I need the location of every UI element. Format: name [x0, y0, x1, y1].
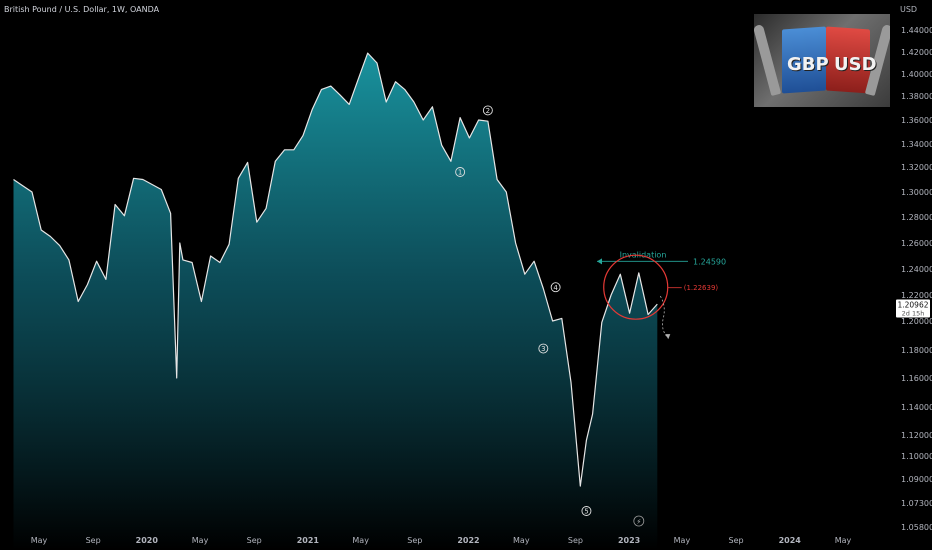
currency-label: USD: [900, 5, 918, 14]
x-tick-label: 2024: [779, 536, 802, 545]
y-tick-label: 1.36000: [901, 116, 932, 125]
wave-label-circle: [550, 282, 561, 293]
x-tick-label: 2022: [457, 536, 479, 545]
event-marker-icon: ⚡: [636, 518, 641, 526]
invalidation-value: 1.24590: [693, 257, 726, 266]
price-tag-box: [896, 299, 930, 318]
y-tick-label: 1.30000: [901, 188, 932, 197]
x-tick-label: May: [192, 536, 209, 545]
y-tick-label: 1.14000: [901, 403, 932, 412]
invalidation-label: Invalidation: [620, 250, 667, 259]
price-tag-value: 1.20962: [897, 300, 928, 309]
x-tick-label: Sep: [86, 536, 101, 545]
x-tick-label: Sep: [407, 536, 422, 545]
y-tick-label: 1.38000: [901, 92, 932, 101]
wave-label-circle: [538, 343, 549, 354]
y-tick-label: 1.18000: [901, 346, 932, 355]
circle-level-label: (1.22639): [684, 284, 719, 292]
y-tick-label: 1.22000: [901, 291, 932, 300]
x-tick-label: 2023: [618, 536, 640, 545]
x-tick-label: Sep: [247, 536, 262, 545]
price-tag-countdown: 2d 15h: [902, 309, 925, 317]
x-tick-label: Sep: [729, 536, 744, 545]
logo-usd-text: USD: [834, 54, 877, 75]
resistance-circle: [603, 254, 669, 320]
y-tick-label: 1.28000: [901, 213, 932, 222]
y-tick-label: 1.40000: [901, 70, 932, 79]
y-tick-label: 1.34000: [901, 140, 932, 149]
x-tick-label: May: [352, 536, 369, 545]
y-tick-label: 1.44000: [901, 26, 932, 35]
gbp-usd-logo-image: GBP USD: [754, 14, 890, 107]
wave-label: 2: [486, 107, 490, 115]
y-tick-label: 1.09000: [901, 475, 932, 484]
x-tick-label: May: [835, 536, 852, 545]
x-tick-label: 2021: [297, 536, 320, 545]
figure-left: [754, 23, 782, 97]
x-tick-label: May: [31, 536, 48, 545]
y-tick-label: 1.07300: [901, 499, 932, 508]
y-tick-label: 1.20000: [901, 317, 932, 326]
price-line: [13, 52, 658, 487]
x-tick-label: May: [513, 536, 530, 545]
y-tick-label: 1.42000: [901, 48, 932, 57]
projection-arrowhead: [665, 334, 671, 340]
x-tick-label: Sep: [568, 536, 583, 545]
wave-label: 3: [541, 345, 545, 353]
y-tick-label: 1.05800: [901, 523, 932, 532]
event-marker-circle: [633, 515, 645, 527]
invalidation-arrowhead: [597, 258, 602, 265]
y-tick-label: 1.24000: [901, 265, 932, 274]
y-tick-label: 1.26000: [901, 239, 932, 248]
price-area-fill: [13, 53, 658, 550]
y-tick-label: 1.12000: [901, 431, 932, 440]
wave-label: 4: [553, 284, 558, 292]
x-tick-label: May: [674, 536, 691, 545]
chart-legend[interactable]: British Pound / U.S. Dollar, 1W, OANDA: [4, 5, 160, 14]
wave-label-circle: [482, 105, 493, 116]
x-tick-label: 2020: [136, 536, 159, 545]
y-tick-label: 1.10000: [901, 452, 932, 461]
y-tick-label: 1.32000: [901, 163, 932, 172]
logo-gbp-text: GBP: [787, 54, 829, 75]
wave-label: 1: [458, 169, 462, 177]
wave-label-circle: [455, 167, 466, 177]
wave-label: 5: [584, 508, 588, 516]
y-tick-label: 1.16000: [901, 374, 932, 383]
wave-label-circle: [581, 506, 592, 516]
